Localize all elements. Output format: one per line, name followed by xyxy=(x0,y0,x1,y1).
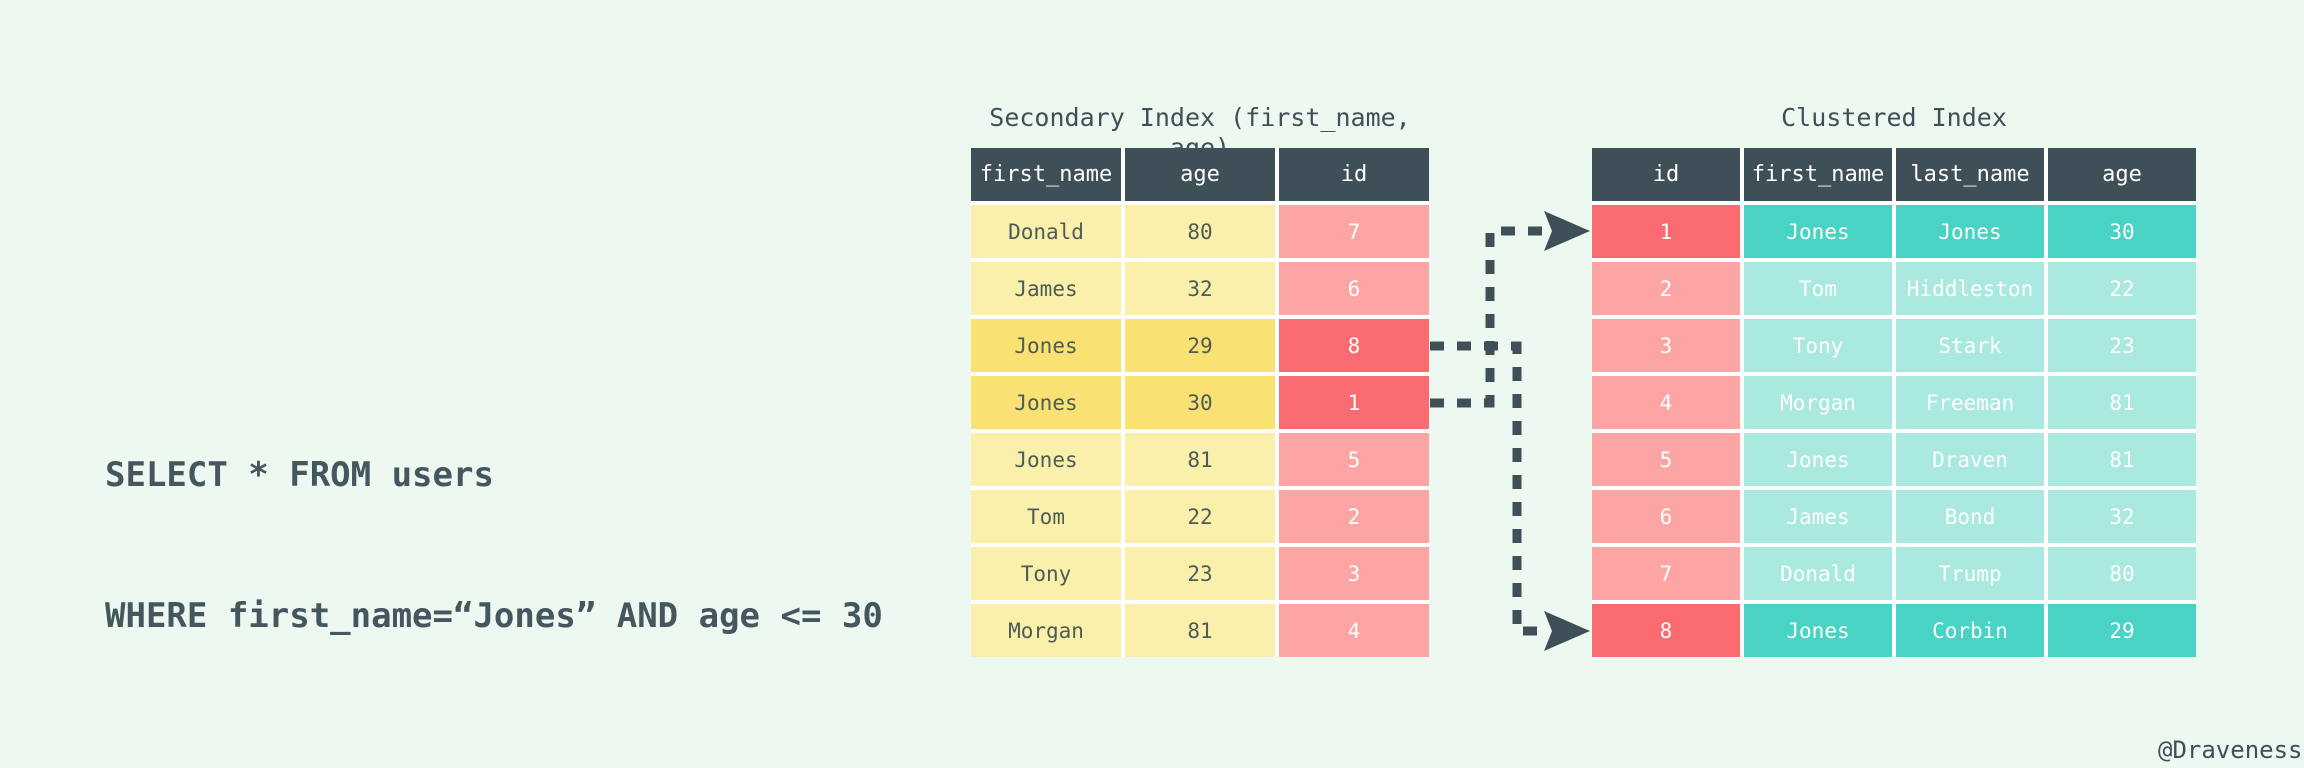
cell-first_name: Jones xyxy=(971,376,1121,429)
cell-first_name: Tony xyxy=(1744,319,1892,372)
arrow-id-1-path xyxy=(1430,226,1546,408)
cell-last_name: Bond xyxy=(1896,490,2044,543)
cell-id: 6 xyxy=(1592,490,1740,543)
header-cell-first_name: first_name xyxy=(971,148,1121,201)
cell-first_name: Jones xyxy=(971,433,1121,486)
cell-id: 2 xyxy=(1279,490,1429,543)
sql-line-1: SELECT * FROM users xyxy=(105,455,494,495)
cell-age: 81 xyxy=(2048,433,2196,486)
cell-age: 81 xyxy=(1125,433,1275,486)
header-cell-last_name: last_name xyxy=(1896,148,2044,201)
cell-first_name: Tom xyxy=(1744,262,1892,315)
cell-id: 6 xyxy=(1279,262,1429,315)
cell-id: 5 xyxy=(1279,433,1429,486)
cell-id: 5 xyxy=(1592,433,1740,486)
cell-age: 22 xyxy=(1125,490,1275,543)
cell-age: 30 xyxy=(2048,205,2196,258)
cell-age: 29 xyxy=(1125,319,1275,372)
cell-age: 81 xyxy=(1125,604,1275,657)
header-cell-first_name: first_name xyxy=(1744,148,1892,201)
cell-last_name: Stark xyxy=(1896,319,2044,372)
cell-first_name: Jones xyxy=(1744,433,1892,486)
cell-id: 2 xyxy=(1592,262,1740,315)
cell-age: 32 xyxy=(1125,262,1275,315)
cell-age: 80 xyxy=(1125,205,1275,258)
header-cell-id: id xyxy=(1279,148,1429,201)
cell-age: 32 xyxy=(2048,490,2196,543)
cell-first_name: Jones xyxy=(1744,604,1892,657)
secondary-index-title: Secondary Index (first_name, age) xyxy=(989,103,1411,162)
cell-age: 23 xyxy=(1125,547,1275,600)
header-cell-id: id xyxy=(1592,148,1740,201)
secondary-index-table: first_name age id Donald 80 7 James 32 6 Jones 29 8… xyxy=(971,148,1429,657)
cell-first_name: Jones xyxy=(1744,205,1892,258)
cell-last_name: Hiddleston xyxy=(1896,262,2044,315)
cell-id: 8 xyxy=(1592,604,1740,657)
cell-age: 30 xyxy=(1125,376,1275,429)
cell-id: 8 xyxy=(1279,319,1429,372)
cell-id: 4 xyxy=(1592,376,1740,429)
cell-id: 7 xyxy=(1592,547,1740,600)
cell-last_name: Trump xyxy=(1896,547,2044,600)
cell-first_name: Morgan xyxy=(971,604,1121,657)
cell-age: 23 xyxy=(2048,319,2196,372)
header-cell-age: age xyxy=(2048,148,2196,201)
clustered-index-table: id first_name last_name age 1 Jones Jones 30 2 To… xyxy=(1592,148,2196,657)
cell-first_name: James xyxy=(971,262,1121,315)
cell-age: 80 xyxy=(2048,547,2196,600)
cell-first_name: James xyxy=(1744,490,1892,543)
cell-age: 81 xyxy=(2048,376,2196,429)
cell-first_name: Tom xyxy=(971,490,1121,543)
sql-line-2: WHERE first_name=“Jones” AND age <= 30 xyxy=(105,596,883,636)
cell-id: 3 xyxy=(1279,547,1429,600)
cell-id: 1 xyxy=(1279,376,1429,429)
cell-id: 1 xyxy=(1592,205,1740,258)
cell-last_name: Corbin xyxy=(1896,604,2044,657)
cell-id: 3 xyxy=(1592,319,1740,372)
watermark: @Draveness xyxy=(2158,736,2303,764)
cell-age: 22 xyxy=(2048,262,2196,315)
cell-last_name: Freeman xyxy=(1896,376,2044,429)
cell-age: 29 xyxy=(2048,604,2196,657)
cell-id: 4 xyxy=(1279,604,1429,657)
cell-id: 7 xyxy=(1279,205,1429,258)
sql-query: SELECT * FROM users WHERE first_name=“Jo… xyxy=(105,358,883,734)
clustered-index-title: Clustered Index xyxy=(1781,103,2007,132)
cell-first_name: Donald xyxy=(1744,547,1892,600)
cell-first_name: Morgan xyxy=(1744,376,1892,429)
cell-first_name: Tony xyxy=(971,547,1121,600)
arrow-id-8-head-icon xyxy=(1544,611,1590,651)
arrow-id-1-head-icon xyxy=(1544,211,1590,251)
cell-last_name: Draven xyxy=(1896,433,2044,486)
cell-first_name: Donald xyxy=(971,205,1121,258)
cell-last_name: Jones xyxy=(1896,205,2044,258)
arrow-id-8-path xyxy=(1430,341,1546,636)
cell-first_name: Jones xyxy=(971,319,1121,372)
header-cell-age: age xyxy=(1125,148,1275,201)
